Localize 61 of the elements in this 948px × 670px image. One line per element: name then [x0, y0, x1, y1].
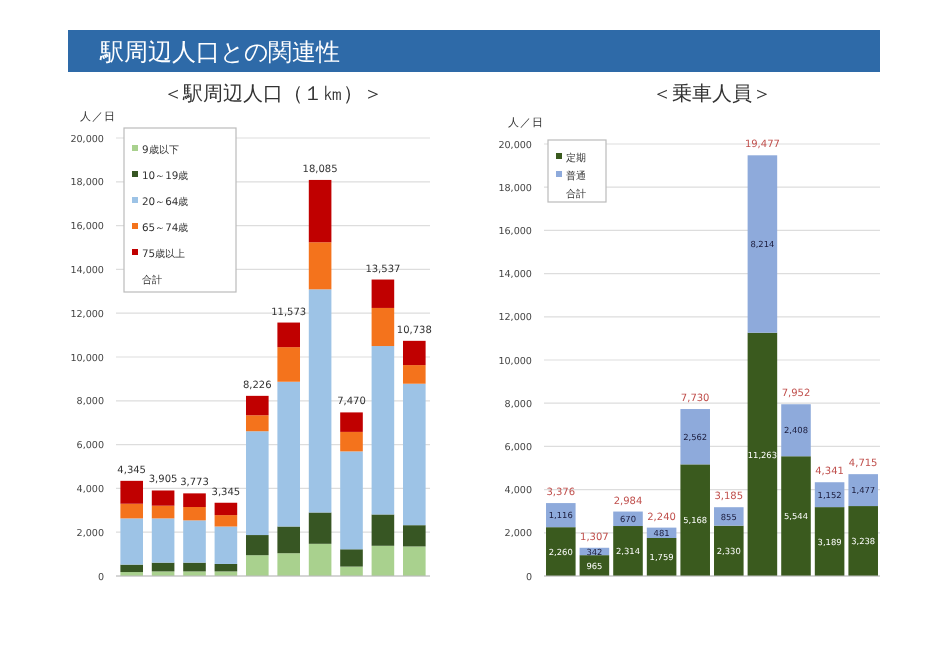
- bar: [120, 480, 143, 504]
- bar: [340, 549, 363, 567]
- bar: [277, 347, 300, 382]
- bar: [151, 490, 175, 506]
- bar: [747, 332, 778, 576]
- bar: [308, 512, 332, 544]
- bar: [781, 456, 811, 576]
- bar: [308, 242, 332, 290]
- bar: [371, 514, 395, 546]
- bar: [277, 322, 300, 348]
- bar: [214, 502, 238, 516]
- chart-subtitle: ＜駅周辺人口（１㎞）＞: [163, 82, 383, 106]
- bar: [246, 395, 269, 416]
- bar: [308, 179, 332, 243]
- bar: [371, 307, 395, 347]
- bar: [814, 507, 845, 576]
- bar: [680, 409, 710, 465]
- bar: [183, 562, 206, 572]
- bar: [277, 381, 300, 527]
- bar: [714, 525, 744, 576]
- bar: [340, 412, 363, 432]
- bar: [277, 553, 300, 576]
- bar: [214, 526, 238, 564]
- bar: [183, 507, 206, 521]
- bar: [714, 507, 744, 526]
- bar: [183, 520, 206, 563]
- bar: [613, 526, 643, 576]
- bar: [151, 518, 175, 563]
- bar: [546, 527, 576, 576]
- bar: [246, 431, 269, 536]
- bar: [151, 505, 175, 519]
- bar: [120, 518, 143, 565]
- bar: [546, 503, 576, 528]
- bar: [403, 546, 426, 576]
- bar: [848, 474, 878, 507]
- chart-title: 駅周辺人口との関連性: [98, 38, 340, 66]
- bar: [403, 525, 426, 547]
- bar: [371, 346, 395, 515]
- bar: [680, 464, 710, 576]
- bar: [183, 493, 206, 508]
- bar: [747, 155, 778, 333]
- bar: [340, 451, 363, 550]
- chart-title: ＜乗車人員＞: [652, 82, 772, 106]
- bar: [277, 526, 300, 554]
- bar: [371, 545, 395, 576]
- bar: [246, 415, 269, 432]
- bar: [781, 404, 811, 457]
- bar: [308, 543, 332, 576]
- bar: [848, 506, 878, 576]
- bar: [214, 563, 238, 572]
- bar: [120, 503, 143, 519]
- bar: [246, 555, 269, 576]
- bar: [403, 383, 426, 526]
- bar: [246, 535, 269, 556]
- bar: [403, 365, 426, 384]
- bar: [214, 515, 238, 527]
- bar: [371, 279, 395, 308]
- bar: [340, 431, 363, 452]
- bar: [403, 340, 426, 366]
- bar: [120, 564, 143, 573]
- bar: [308, 289, 332, 513]
